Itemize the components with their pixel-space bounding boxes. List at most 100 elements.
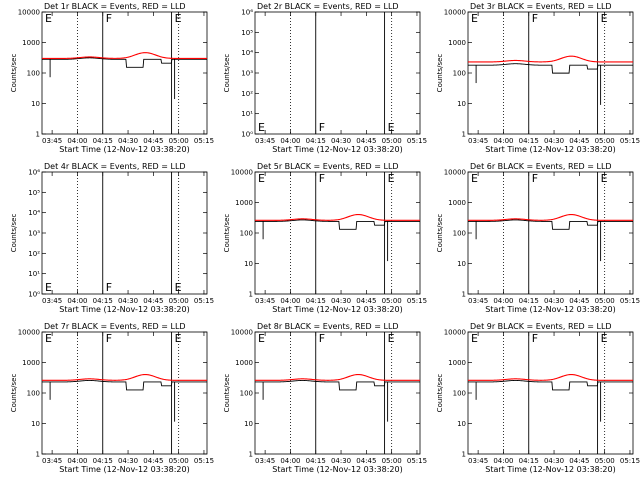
x-axis-label: Start Time (12-Nov-12 03:38:20) bbox=[59, 465, 189, 474]
y-tick-label: 10 bbox=[457, 100, 466, 108]
x-tick-label: 04:45 bbox=[569, 457, 589, 465]
y-tick-label: 10¹ bbox=[28, 270, 40, 278]
series-events bbox=[42, 57, 207, 68]
y-tick-label: 10000 bbox=[231, 329, 253, 337]
x-axis-label: Start Time (12-Nov-12 03:38:20) bbox=[59, 305, 189, 314]
y-axis-label: Counts/sec bbox=[10, 214, 18, 253]
y-tick-label: 10 bbox=[457, 260, 466, 268]
x-tick-label: 05:00 bbox=[382, 457, 402, 465]
y-tick-label: 100 bbox=[27, 70, 40, 78]
x-tick-label: 04:15 bbox=[519, 457, 539, 465]
x-tick-label: 03:45 bbox=[255, 297, 275, 305]
x-tick-label: 05:15 bbox=[407, 297, 427, 305]
x-tick-label: 04:45 bbox=[356, 297, 376, 305]
x-tick-label: 04:00 bbox=[493, 137, 513, 145]
panel-det-8: Det 8r BLACK = Events, RED = LLD 1 10 100 10… bbox=[223, 322, 427, 474]
x-tick-label: 04:30 bbox=[118, 457, 138, 465]
series-lld bbox=[468, 55, 633, 63]
series-lld bbox=[255, 213, 420, 221]
x-tick-label: 03:45 bbox=[468, 297, 488, 305]
x-tick-label: 04:45 bbox=[569, 137, 589, 145]
x-tick-label: 05:15 bbox=[620, 457, 640, 465]
x-axis-label: Start Time (12-Nov-12 03:38:20) bbox=[272, 145, 402, 154]
x-tick-label: 03:45 bbox=[255, 457, 275, 465]
x-tick-label: 05:15 bbox=[194, 457, 214, 465]
x-tick-label: 04:00 bbox=[67, 137, 87, 145]
plot-frame bbox=[41, 331, 208, 455]
y-axis-label: Counts/sec bbox=[223, 54, 231, 93]
y-tick-label: 10⁰ bbox=[241, 131, 253, 139]
x-tick-label: 04:45 bbox=[356, 457, 376, 465]
y-tick-label: 10³ bbox=[241, 70, 253, 78]
panel-title: Det 4r BLACK = Events, RED = LLD bbox=[44, 162, 186, 171]
y-tick-label: 1 bbox=[462, 291, 466, 299]
event-marker: E bbox=[45, 332, 52, 345]
y-tick-label: 10000 bbox=[231, 169, 253, 177]
panel-det-2: Det 2r BLACK = Events, RED = LLD 10⁰ 10¹ 10… bbox=[223, 2, 427, 154]
y-tick-label: 100 bbox=[453, 390, 466, 398]
panel-det-7: Det 7r BLACK = Events, RED = LLD 1 10 100 10… bbox=[10, 322, 214, 474]
y-tick-label: 1000 bbox=[448, 199, 466, 207]
event-marker: E bbox=[45, 281, 52, 294]
event-marker: E bbox=[258, 172, 265, 185]
x-tick-label: 03:45 bbox=[42, 297, 62, 305]
x-tick-label: 04:45 bbox=[143, 457, 163, 465]
y-tick-label: 1 bbox=[462, 131, 466, 139]
x-tick-label: 04:00 bbox=[280, 137, 300, 145]
series-events bbox=[255, 380, 420, 391]
event-marker: E bbox=[601, 172, 608, 185]
y-tick-label: 1000 bbox=[22, 359, 40, 367]
event-marker: F bbox=[319, 121, 325, 134]
y-tick-label: 1 bbox=[249, 291, 253, 299]
y-tick-label: 100 bbox=[240, 230, 253, 238]
y-tick-label: 10 bbox=[244, 260, 253, 268]
event-marker: F bbox=[532, 12, 538, 25]
plot-frame bbox=[254, 331, 421, 455]
panel-det-3: Det 3r BLACK = Events, RED = LLD 1 10 100 10… bbox=[436, 2, 640, 154]
event-marker: F bbox=[532, 172, 538, 185]
x-tick-label: 05:15 bbox=[194, 137, 214, 145]
y-tick-label: 10000 bbox=[444, 9, 466, 17]
y-tick-label: 1 bbox=[462, 451, 466, 459]
y-tick-label: 100 bbox=[27, 390, 40, 398]
y-tick-label: 1000 bbox=[448, 359, 466, 367]
panel-title: Det 5r BLACK = Events, RED = LLD bbox=[257, 162, 399, 171]
panel-title: Det 3r BLACK = Events, RED = LLD bbox=[470, 2, 612, 11]
event-marker: E bbox=[471, 332, 478, 345]
x-tick-label: 04:30 bbox=[544, 297, 564, 305]
x-tick-label: 03:45 bbox=[468, 137, 488, 145]
y-tick-label: 100 bbox=[453, 70, 466, 78]
x-tick-label: 03:45 bbox=[468, 457, 488, 465]
x-tick-label: 05:00 bbox=[169, 297, 189, 305]
plot-frame bbox=[467, 171, 634, 295]
event-marker: E bbox=[258, 121, 265, 134]
panel-title: Det 8r BLACK = Events, RED = LLD bbox=[257, 322, 399, 331]
event-marker: F bbox=[106, 332, 112, 345]
x-tick-label: 04:30 bbox=[331, 297, 351, 305]
y-tick-label: 10 bbox=[244, 420, 253, 428]
x-tick-label: 05:15 bbox=[407, 137, 427, 145]
x-axis-label: Start Time (12-Nov-12 03:38:20) bbox=[272, 465, 402, 474]
series-lld bbox=[468, 373, 633, 381]
event-marker: E bbox=[471, 172, 478, 185]
event-marker: E bbox=[45, 12, 52, 25]
y-tick-label: 10⁴ bbox=[28, 209, 40, 217]
series-events bbox=[255, 219, 420, 230]
y-tick-label: 1000 bbox=[235, 199, 253, 207]
x-tick-label: 04:15 bbox=[306, 457, 326, 465]
y-tick-label: 10000 bbox=[444, 329, 466, 337]
series-events bbox=[468, 380, 633, 391]
x-tick-label: 04:00 bbox=[493, 297, 513, 305]
y-tick-label: 10 bbox=[31, 420, 40, 428]
x-tick-label: 05:00 bbox=[595, 457, 615, 465]
x-tick-label: 04:15 bbox=[93, 137, 113, 145]
event-marker: E bbox=[258, 332, 265, 345]
x-tick-label: 04:45 bbox=[569, 297, 589, 305]
x-tick-label: 04:45 bbox=[143, 297, 163, 305]
x-tick-label: 03:45 bbox=[42, 457, 62, 465]
y-tick-label: 1000 bbox=[235, 359, 253, 367]
panel-det-4: Det 4r BLACK = Events, RED = LLD 10⁰ 10¹ 10… bbox=[10, 162, 214, 314]
panel-det-9: Det 9r BLACK = Events, RED = LLD 1 10 100 10… bbox=[436, 322, 640, 474]
x-tick-label: 05:00 bbox=[169, 137, 189, 145]
